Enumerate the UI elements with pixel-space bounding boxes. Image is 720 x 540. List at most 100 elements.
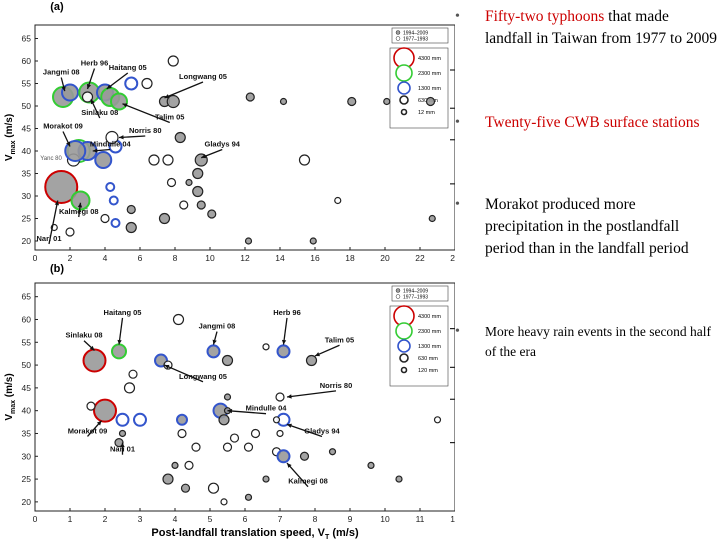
- data-point: [383, 97, 391, 106]
- annotation-arrowhead: [61, 86, 66, 92]
- y-tick-label: 20: [22, 497, 32, 507]
- bullet-highlight: Fifty-two typhoons: [485, 8, 605, 25]
- x-tick-label: 1: [68, 514, 73, 524]
- annotation-arrowhead: [90, 99, 95, 105]
- annotation-arrowhead: [122, 103, 128, 108]
- annotation-arrowhead: [287, 394, 292, 399]
- x-tick-label: 10: [205, 253, 215, 263]
- annotation-label: Jangmi 08: [43, 68, 80, 77]
- data-point: [70, 190, 91, 211]
- annotation-arrow: [122, 103, 170, 124]
- y-tick-label: 30: [22, 191, 32, 201]
- x-tick-label: 18: [345, 253, 355, 263]
- data-point: [158, 212, 171, 225]
- x-tick-label: 3: [138, 514, 143, 524]
- category-label: TS: [454, 216, 455, 226]
- data-point: [105, 182, 116, 192]
- category-label: C3: [454, 346, 455, 357]
- x-tick-label: 4: [173, 514, 178, 524]
- legend-box: [391, 285, 449, 302]
- x-tick-label: 2: [103, 514, 108, 524]
- x-tick-label: 16: [310, 253, 320, 263]
- data-point: [133, 412, 147, 427]
- bullet-text: that made landfall in Taiwan from 1977 t…: [485, 8, 717, 47]
- data-point: [61, 83, 79, 102]
- annotation-label: Nari 01: [110, 445, 135, 454]
- annotation-label: Mindulle 04: [246, 404, 288, 413]
- size-legend-label: 2300 mm: [418, 329, 441, 335]
- x-axis-label: Post-landfall translation speed, VT (m/s…: [151, 527, 359, 540]
- data-point: [124, 76, 139, 91]
- y-tick-label: 55: [22, 79, 32, 89]
- annotation-arrowhead: [54, 200, 59, 206]
- x-tick-label: 14: [275, 253, 285, 263]
- annotation-label: Gladys 94: [304, 426, 340, 435]
- x-tick-label: 5: [208, 514, 213, 524]
- data-point: [272, 416, 281, 424]
- annotation-arrowhead: [201, 154, 207, 159]
- y-tick-label: 25: [22, 214, 32, 224]
- annotation-arrowhead: [315, 352, 320, 357]
- data-point: [305, 354, 318, 367]
- x-tick-label: 7: [278, 514, 283, 524]
- annotation-arrowhead: [287, 423, 292, 428]
- bullet-dot: •: [455, 115, 460, 130]
- data-point: [433, 416, 442, 424]
- y-tick-label: 50: [22, 360, 32, 370]
- annotation-label: Herb 96: [81, 59, 109, 68]
- x-tick-label: 10: [380, 514, 390, 524]
- data-point: [105, 130, 119, 145]
- size-legend-label: 120 mm: [418, 368, 438, 374]
- data-point: [279, 97, 288, 106]
- x-tick-label: 9: [348, 514, 353, 524]
- annotation-arrowhead: [164, 94, 170, 99]
- data-point: [110, 92, 128, 111]
- bullet-text: More heavy rain events in the second hal…: [485, 324, 712, 359]
- bullet-dot: •: [455, 9, 460, 24]
- size-legend-ring: [397, 81, 411, 95]
- x-tick-label: 24: [450, 253, 455, 263]
- data-point: [245, 92, 255, 102]
- y-tick-label: 45: [22, 383, 32, 393]
- x-tick-label: 0: [33, 514, 38, 524]
- data-point: [86, 401, 96, 411]
- y-tick-label: 55: [22, 337, 32, 347]
- y-tick-label: 40: [22, 406, 32, 416]
- data-point: [166, 94, 180, 109]
- data-point: [207, 209, 217, 219]
- y-tick-label: 50: [22, 101, 32, 111]
- x-tick-label: 6: [243, 514, 248, 524]
- data-point: [334, 196, 342, 205]
- x-tick-label: 12: [450, 514, 455, 524]
- legend-label: 1994–2009: [403, 31, 428, 37]
- data-point: [162, 154, 174, 166]
- annotation-label: Jangmi 08: [199, 322, 236, 331]
- chart-panel-b: (b)TSC1C2C3C4012345678910111220253035404…: [4, 263, 455, 540]
- legend-marker: [395, 36, 401, 41]
- data-point: [191, 442, 201, 452]
- y-tick-label: 60: [22, 314, 32, 324]
- size-legend-label: 4300 mm: [418, 56, 441, 62]
- legend-label: 1994–2009: [403, 289, 428, 295]
- annotation-arrowhead: [77, 202, 83, 208]
- data-point: [428, 214, 436, 223]
- y-tick-label: 65: [22, 292, 32, 302]
- size-legend-ring: [400, 366, 408, 374]
- legend-marker: [395, 30, 401, 35]
- size-legend-ring: [399, 95, 409, 105]
- annotation-arrowhead: [117, 339, 122, 345]
- annotation-label: Talim 05: [155, 113, 184, 122]
- data-point: [82, 348, 107, 373]
- annotation-arrow: [164, 81, 204, 99]
- data-point: [174, 131, 186, 144]
- data-point: [123, 382, 136, 394]
- x-tick-label: 12: [240, 253, 250, 263]
- data-point: [276, 449, 291, 464]
- legend-box: [391, 27, 449, 44]
- size-legend-label: 1300 mm: [418, 344, 441, 350]
- x-tick-label: 2: [68, 253, 73, 263]
- annotation-arrow: [164, 364, 204, 383]
- category-label: C4: [454, 44, 455, 55]
- data-point: [425, 96, 436, 107]
- y-tick-label: 65: [22, 34, 32, 44]
